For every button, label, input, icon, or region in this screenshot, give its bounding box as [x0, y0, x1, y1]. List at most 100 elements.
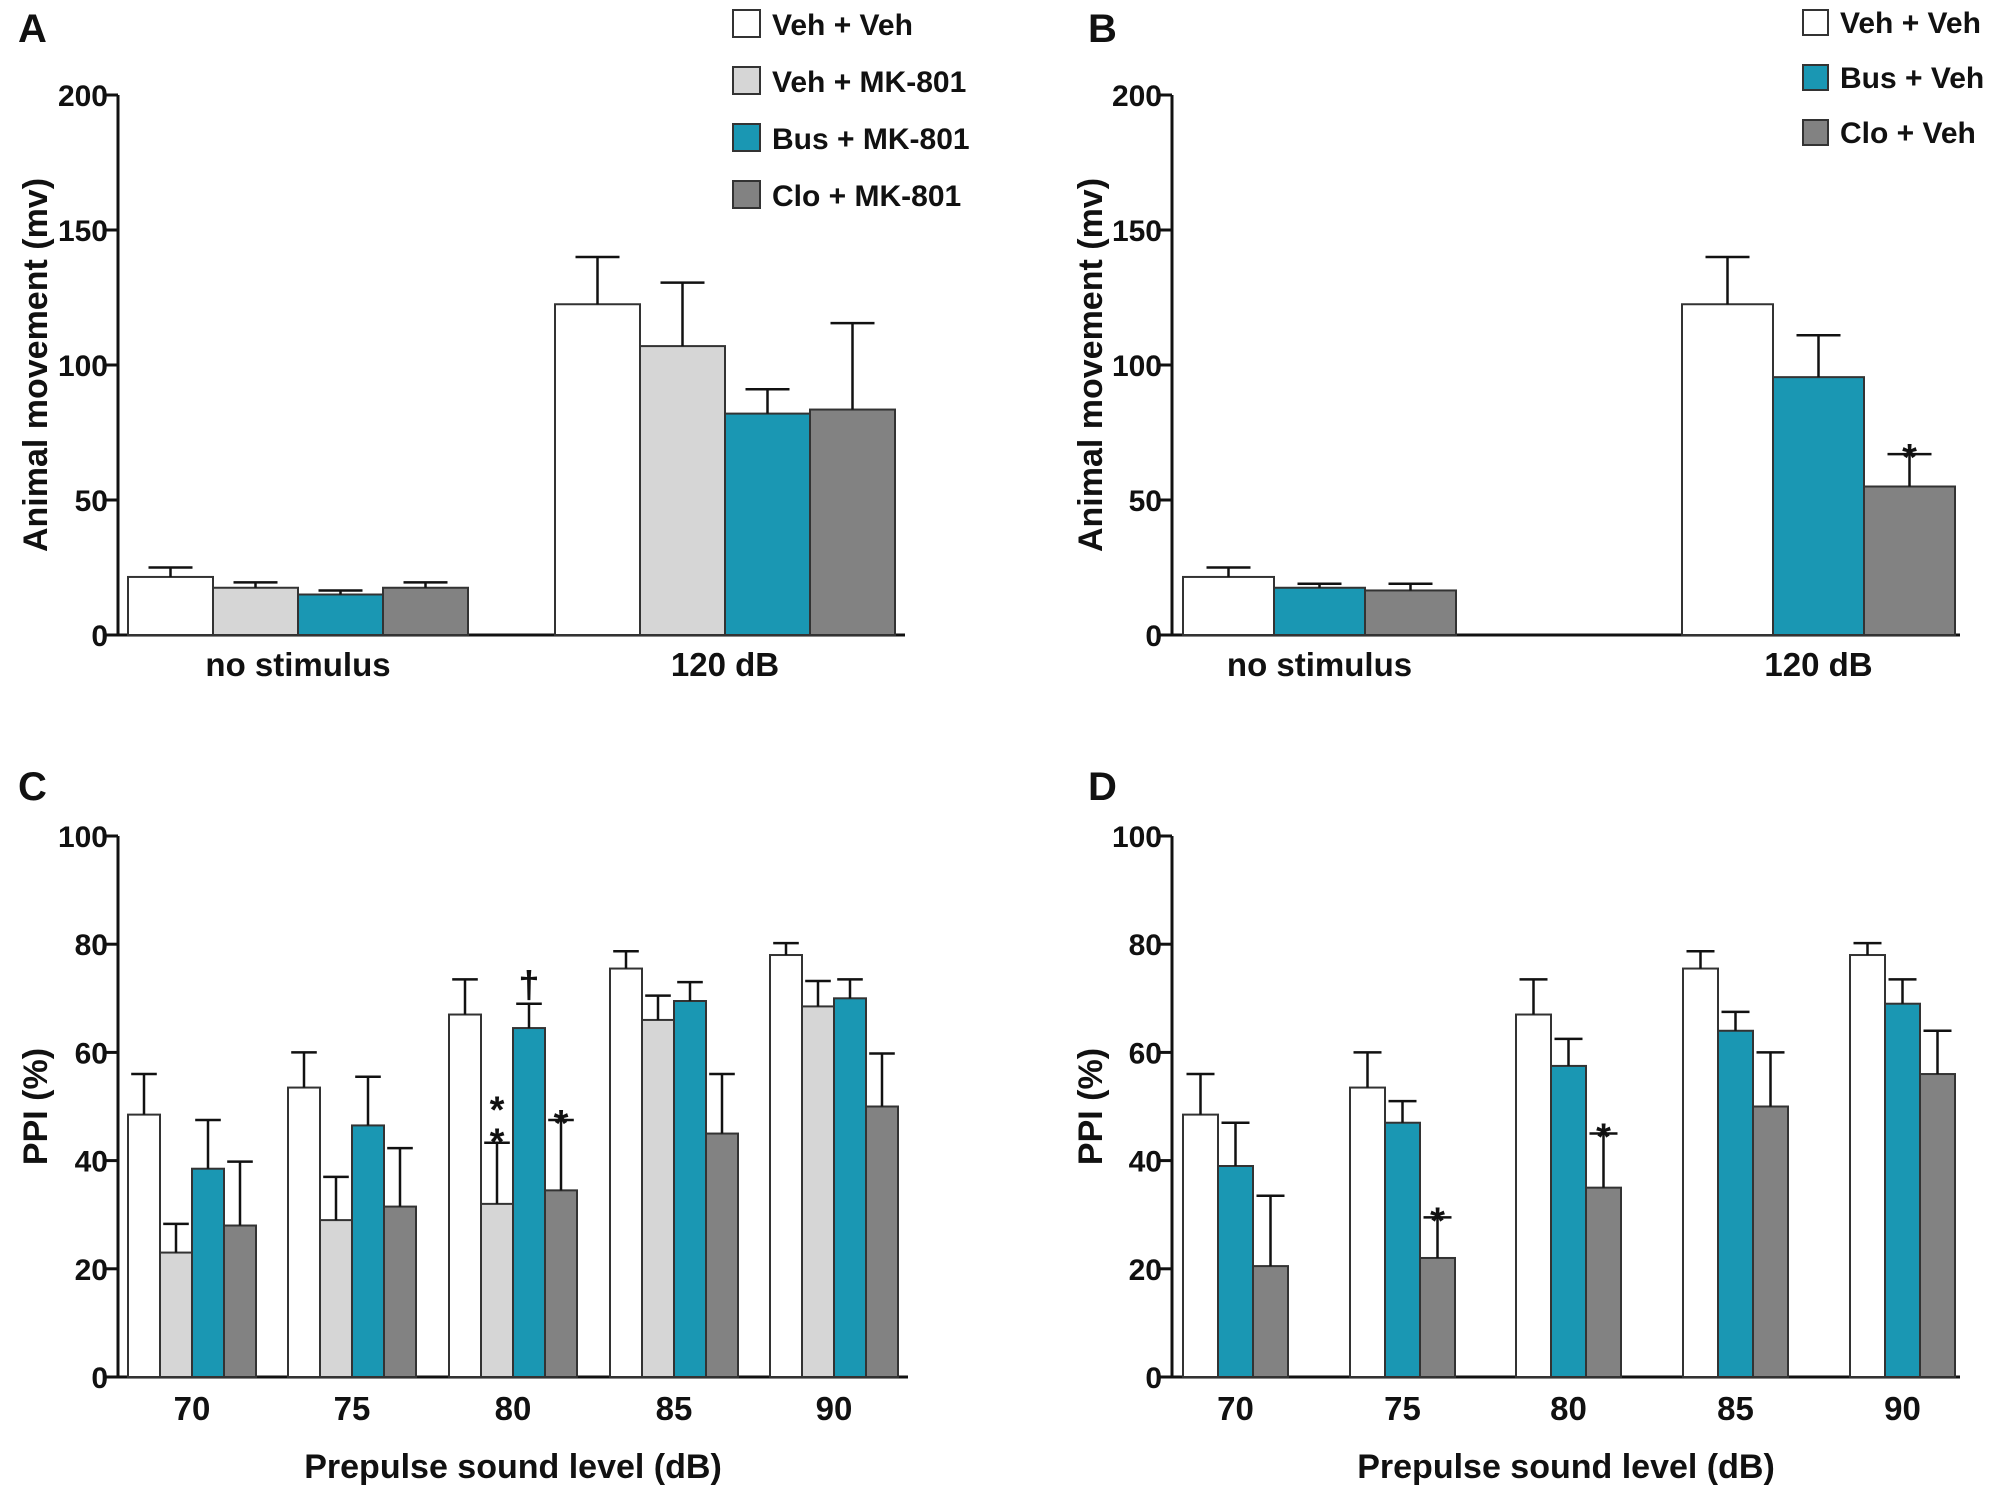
bar-d-1-1 [1384, 1121, 1421, 1378]
y-tick-label-d: 100 [1112, 821, 1162, 854]
bar-d-1-0 [1349, 1086, 1386, 1378]
legend-swatch-a [732, 180, 761, 209]
bar-c-0-2 [191, 1167, 225, 1378]
legend-label-a: Veh + Veh [772, 9, 913, 42]
x-category-label-d: 70 [1217, 1390, 1254, 1427]
bar-d-4-0 [1849, 954, 1886, 1379]
x-category-label-c: 75 [334, 1390, 371, 1427]
bar-b-1-0 [1681, 303, 1774, 636]
legend-label-a: Clo + MK-801 [772, 180, 961, 213]
bar-a-0-0 [127, 575, 214, 637]
legend-swatch-b [1802, 9, 1829, 36]
y-tick-label-d: 20 [1129, 1254, 1162, 1287]
bar-c-1-2 [351, 1124, 385, 1379]
y-tick-label-c: 0 [91, 1362, 108, 1395]
bar-d-2-1 [1550, 1064, 1587, 1379]
bar-b-0-2 [1364, 589, 1457, 637]
x-category-label-c: 85 [656, 1390, 693, 1427]
y-tick-label-a: 0 [91, 620, 108, 653]
y-tick-label-a: 100 [58, 350, 108, 383]
legend-swatch-b [1802, 119, 1829, 146]
bar-c-3-1 [641, 1018, 675, 1378]
panel-d: D 0 20 40 60 80 100 PPI (%) Prepulse sound leve… [1072, 765, 1960, 1486]
x-category-label-b: 120 dB [1764, 646, 1872, 683]
bar-c-1-3 [383, 1205, 417, 1378]
x-category-label-c: 70 [174, 1390, 211, 1427]
x-category-label-d: 80 [1550, 1390, 1587, 1427]
bar-c-3-0 [609, 967, 643, 1378]
panel-letter-a: A [18, 7, 47, 51]
panel-a: A 0 50 100 150 200 Animal movement (mv) no sti… [17, 7, 970, 683]
bar-c-4-2 [833, 997, 867, 1378]
y-tick-label-b: 150 [1112, 215, 1162, 248]
bar-c-1-0 [287, 1086, 321, 1378]
bar-a-0-2 [297, 593, 384, 636]
y-axis-title-d: PPI (%) [1072, 1048, 1110, 1165]
x-category-label-d: 75 [1384, 1390, 1421, 1427]
x-category-label-d: 85 [1717, 1390, 1754, 1427]
bars-a [127, 255, 896, 637]
legend-label-b: Veh + Veh [1840, 7, 1981, 40]
annotations-c: **†* [490, 965, 569, 1164]
annotations-d: ** [1430, 1117, 1611, 1243]
bars-b [1182, 255, 1956, 637]
legend-swatch-b [1802, 64, 1829, 91]
legend-a: Veh + Veh Veh + MK-801 Bus + MK-801 Clo + M… [732, 9, 970, 213]
x-category-label-b: no stimulus [1227, 646, 1412, 683]
bar-a-1-3 [809, 408, 896, 636]
significance-mark-d: * [1596, 1117, 1611, 1159]
bar-d-2-0 [1515, 1013, 1552, 1379]
bar-c-0-1 [159, 1251, 193, 1378]
significance-mark-c: * [554, 1103, 569, 1145]
bar-c-2-3 [544, 1189, 578, 1378]
legend-label-b: Clo + Veh [1840, 117, 1976, 150]
bars-c [127, 941, 899, 1379]
legend-label-a: Veh + MK-801 [772, 66, 966, 99]
bar-b-0-0 [1182, 575, 1275, 637]
y-tick-label-a: 50 [75, 485, 108, 518]
bar-c-0-0 [127, 1113, 161, 1378]
axes-d: 0 20 40 60 80 100 PPI (%) Prepulse sound level … [1072, 821, 1960, 1486]
x-axis-title-d: Prepulse sound level (dB) [1357, 1448, 1775, 1486]
y-tick-label-b: 50 [1129, 485, 1162, 518]
annotations-b: * [1902, 437, 1917, 479]
y-tick-label-c: 20 [75, 1254, 108, 1287]
y-axis-title-c: PPI (%) [17, 1048, 55, 1165]
bar-b-1-2 [1863, 485, 1956, 636]
y-tick-label-b: 100 [1112, 350, 1162, 383]
bar-a-1-0 [554, 303, 641, 636]
panel-letter-c: C [18, 765, 47, 809]
axes-c: 0 20 40 60 80 100 PPI (%) Prepulse sound level … [17, 821, 908, 1486]
bar-c-0-3 [223, 1224, 257, 1379]
x-category-label-c: 90 [816, 1390, 853, 1427]
significance-mark-c: * [490, 1122, 505, 1164]
x-category-label-d: 90 [1884, 1390, 1921, 1427]
bar-c-2-0 [448, 1013, 482, 1379]
y-tick-label-c: 80 [75, 929, 108, 962]
bar-c-2-2 [512, 1027, 546, 1379]
bar-a-0-1 [212, 586, 299, 636]
x-axis-title-c: Prepulse sound level (dB) [304, 1448, 722, 1486]
y-tick-label-d: 80 [1129, 929, 1162, 962]
panel-letter-d: D [1088, 765, 1117, 809]
legend-swatch-a [732, 9, 761, 38]
bar-d-4-1 [1884, 1002, 1921, 1379]
bar-d-0-2 [1252, 1265, 1289, 1378]
bar-a-1-2 [724, 412, 811, 636]
y-tick-label-b: 200 [1112, 80, 1162, 113]
y-axis-title-a: Animal movement (mv) [17, 178, 55, 552]
bar-d-4-2 [1919, 1073, 1956, 1379]
bar-c-2-1 [480, 1202, 514, 1378]
significance-mark-c: * [490, 1090, 505, 1132]
y-tick-label-c: 60 [75, 1037, 108, 1070]
bar-c-1-1 [319, 1219, 353, 1378]
bar-d-0-0 [1182, 1113, 1219, 1378]
bar-d-1-2 [1419, 1256, 1456, 1378]
panel-b: B 0 50 100 150 200 Animal movement (mv) no sti… [1072, 7, 1984, 683]
bar-d-3-2 [1752, 1105, 1789, 1378]
significance-mark-d: * [1430, 1200, 1445, 1242]
bar-c-3-3 [705, 1132, 739, 1379]
legend-swatch-a [732, 123, 761, 152]
legend-b: Veh + Veh Bus + Veh Clo + Veh [1802, 7, 1984, 150]
y-tick-label-d: 40 [1129, 1146, 1162, 1179]
